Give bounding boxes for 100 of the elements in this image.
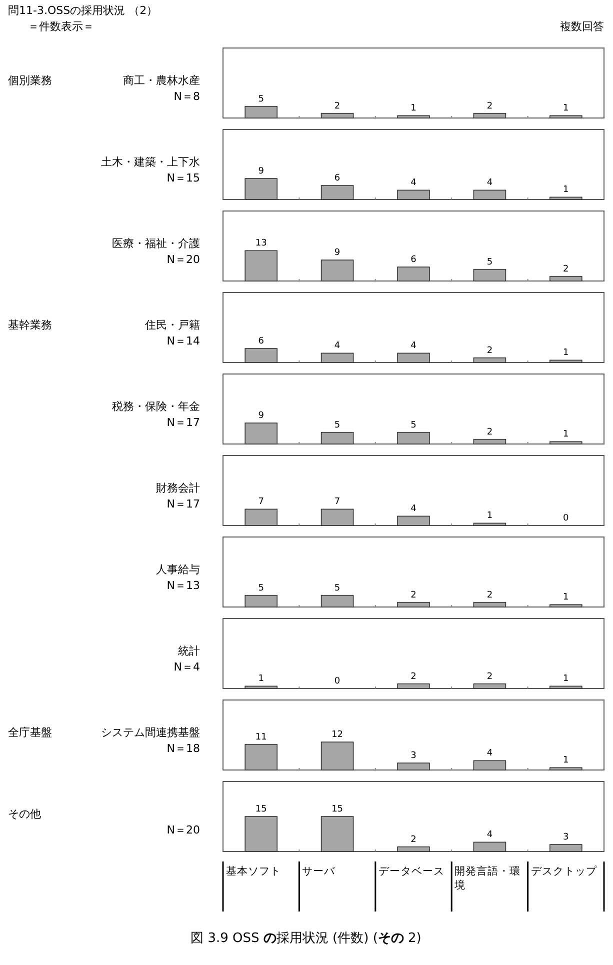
chart-subtitle: N＝17 xyxy=(166,416,200,429)
data-label: 1 xyxy=(563,756,569,766)
bar xyxy=(320,352,354,363)
bar xyxy=(320,816,354,852)
bar xyxy=(473,760,506,770)
bar xyxy=(320,432,354,444)
text: 問11-3.OSSの採用状況 （2） xyxy=(8,4,158,17)
chart-subtitle: N＝14 xyxy=(166,334,200,348)
text: その他 xyxy=(8,808,41,820)
bar xyxy=(550,844,582,852)
text: 基幹業務 xyxy=(8,318,52,332)
chart-title: 財務会計 xyxy=(156,482,200,494)
data-label: 5 xyxy=(486,257,493,268)
data-label: 0 xyxy=(334,676,340,686)
text: 全庁基盤 xyxy=(8,726,52,739)
x-tick-label: サーバ xyxy=(302,866,336,878)
chart-title: 人事給与 xyxy=(156,563,200,576)
data-label: 9 xyxy=(258,166,264,176)
chart-subtitle: N＝17 xyxy=(166,498,200,510)
bar xyxy=(550,767,582,770)
chart-subtitle: N＝15 xyxy=(166,172,200,184)
data-label: 5 xyxy=(334,420,340,430)
bar xyxy=(244,422,278,444)
data-label: 13 xyxy=(255,238,267,249)
bar xyxy=(550,276,582,282)
data-label: 9 xyxy=(334,248,340,258)
data-label: 5 xyxy=(334,583,340,594)
bar xyxy=(397,432,430,444)
chart-subtitle: N＝20 xyxy=(166,253,200,266)
text: 個別業務 xyxy=(8,74,52,87)
bar xyxy=(550,441,582,444)
data-label: 1 xyxy=(563,348,569,358)
bar xyxy=(244,178,278,200)
data-label: 15 xyxy=(255,804,267,814)
x-tick-label: 開発言語・環境 xyxy=(454,864,521,892)
data-label: 6 xyxy=(258,336,264,346)
x-tick-label: データベース xyxy=(378,866,444,878)
data-label: 5 xyxy=(410,420,416,430)
bar xyxy=(473,842,506,852)
data-label: 2 xyxy=(486,590,493,600)
bar xyxy=(397,266,430,282)
data-label: 2 xyxy=(410,834,416,845)
data-label: 5 xyxy=(258,583,264,594)
data-label: 2 xyxy=(486,672,493,682)
x-tick-label: 基本ソフト xyxy=(226,864,281,878)
bar xyxy=(473,438,506,444)
chart-subtitle: N＝13 xyxy=(166,579,200,592)
data-label: 1 xyxy=(258,674,264,684)
chart-title: システム間連携基盤 xyxy=(101,726,200,739)
chart-title: 医療・福祉・介護 xyxy=(112,237,200,250)
bar xyxy=(320,742,354,770)
data-label: 1 xyxy=(563,185,569,196)
data-label: 9 xyxy=(258,411,264,421)
data-label: 0 xyxy=(563,514,570,524)
chart-subtitle: N＝4 xyxy=(174,660,200,674)
data-label: 2 xyxy=(563,264,569,274)
data-label: 7 xyxy=(334,497,340,508)
data-label: 11 xyxy=(255,732,267,742)
text: ＝件数表示＝ xyxy=(28,20,94,33)
bar xyxy=(320,260,354,282)
bar xyxy=(397,846,430,852)
chart-subtitle: N＝8 xyxy=(174,90,200,103)
data-label: 4 xyxy=(486,178,493,188)
bar xyxy=(550,360,582,363)
text: 図 3.9 OSS の採用状況 (件数) (その 2) xyxy=(190,931,422,946)
x-tick-label: デスクトップ xyxy=(530,864,598,878)
bar xyxy=(320,185,354,200)
data-label: 15 xyxy=(332,804,344,814)
data-label: 7 xyxy=(258,497,264,508)
chart-title: 住民・戸籍 xyxy=(145,318,200,332)
chart-title: 税務・保険・年金 xyxy=(112,400,200,413)
text: 複数回答 xyxy=(560,20,604,33)
bar xyxy=(473,268,506,282)
data-label: 1 xyxy=(563,104,569,114)
data-label: 5 xyxy=(258,94,264,104)
bar xyxy=(244,348,278,363)
data-label: 2 xyxy=(486,346,493,356)
data-label: 6 xyxy=(410,255,417,265)
text: N＝20 xyxy=(166,824,200,836)
chart-title: 商工・農林水産 xyxy=(123,74,200,87)
data-label: 2 xyxy=(410,672,416,682)
data-label: 1 xyxy=(563,674,569,684)
data-label: 3 xyxy=(410,751,416,761)
data-label: 2 xyxy=(486,101,493,112)
data-label: 1 xyxy=(563,430,569,440)
data-label: 1 xyxy=(410,104,416,114)
data-label: 2 xyxy=(486,427,493,438)
data-label: 4 xyxy=(334,341,340,352)
data-label: 3 xyxy=(563,832,569,842)
chart-subtitle: N＝18 xyxy=(166,742,200,755)
bar xyxy=(244,816,278,852)
chart-title: 統計 xyxy=(178,644,200,658)
data-label: 1 xyxy=(486,511,493,522)
bar xyxy=(244,250,278,282)
data-label: 4 xyxy=(410,178,417,188)
bar xyxy=(473,357,506,363)
bar xyxy=(244,744,278,770)
data-label: 4 xyxy=(410,341,417,352)
data-label: 2 xyxy=(410,590,416,600)
data-label: 4 xyxy=(486,830,493,840)
